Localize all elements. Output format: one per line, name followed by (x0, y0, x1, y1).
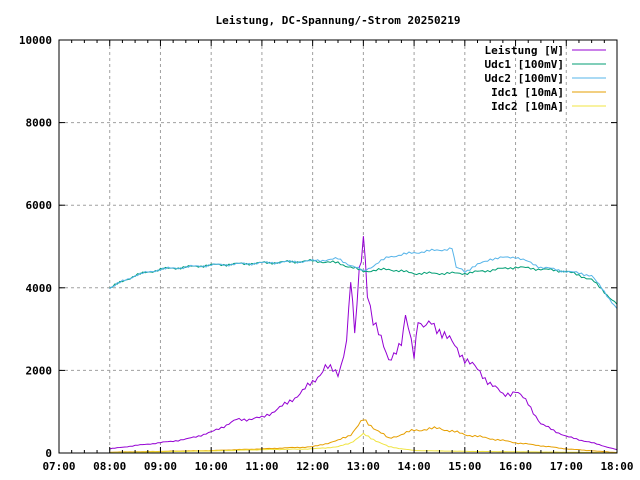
y-tick-label: 2000 (26, 364, 53, 377)
plot-border (58, 39, 618, 454)
legend-label: Idc1 [10mA] (491, 86, 564, 99)
chart-title: Leistung, DC-Spannung/-Strom 20250219 (215, 14, 460, 27)
x-tick-label: 07:00 (42, 460, 75, 473)
legend: Leistung [W]Udc1 [100mV]Udc2 [100mV]Idc1… (485, 44, 606, 113)
x-tick-label: 17:00 (550, 460, 583, 473)
legend-label: Udc2 [100mV] (485, 72, 564, 85)
series-line-0 (109, 236, 618, 451)
x-tick-label: 12:00 (296, 460, 329, 473)
y-tick-label: 0 (45, 447, 52, 460)
x-tick-label: 15:00 (448, 460, 481, 473)
axes: 07:00 08:00 09:00 10:00 11:00 12:00 13:00 14:00… (19, 34, 634, 473)
grid (59, 40, 617, 453)
legend-label: Leistung [W] (485, 44, 564, 57)
x-tick-label: 11:00 (245, 460, 278, 473)
series-line-2 (109, 247, 618, 309)
x-tick-label: 08:00 (93, 460, 126, 473)
x-tick-label: 18:00 (600, 460, 633, 473)
x-tick-label: 09:00 (144, 460, 177, 473)
series-line-4 (109, 432, 617, 454)
x-tick-label: 13:00 (347, 460, 380, 473)
x-tick-label: 16:00 (499, 460, 532, 473)
y-tick-label: 10000 (19, 34, 52, 47)
series-group (109, 236, 618, 454)
y-tick-label: 6000 (26, 199, 53, 212)
y-tick-label: 8000 (26, 117, 53, 130)
x-tick-label: 10:00 (195, 460, 228, 473)
y-tick-label: 4000 (26, 282, 53, 295)
legend-label: Idc2 [10mA] (491, 100, 564, 113)
legend-label: Udc1 [100mV] (485, 58, 564, 71)
x-tick-label: 14:00 (398, 460, 431, 473)
